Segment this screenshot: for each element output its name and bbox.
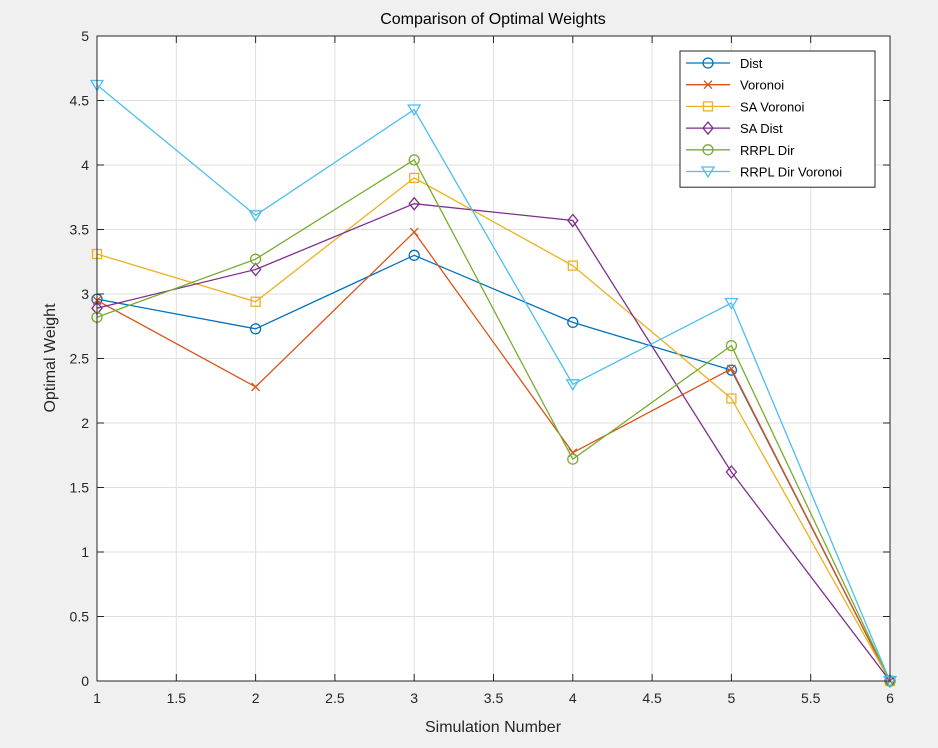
data-point [725,364,738,376]
data-point [567,316,579,329]
legend-box [679,50,876,188]
series-line [96,84,891,682]
data-point [408,154,420,166]
x-tick-label: 2 [252,690,260,706]
x-tick-label: 1 [93,690,101,706]
legend-label: Voronoi [740,78,784,93]
x-tick-label: 1.5 [167,690,187,706]
data-point [250,296,261,307]
y-axis-label: Optimal Weight [42,303,59,413]
legend-marker [702,144,714,156]
y-tick-label: 1.5 [70,480,90,496]
y-tick-label: 0 [81,673,89,689]
legend-marker [702,121,714,136]
data-point [726,393,737,404]
data-point [409,227,419,237]
legend-item: Voronoi [686,78,784,93]
x-tick-label: 2.5 [325,690,345,706]
x-tick-label: 6 [886,690,894,706]
y-tick-label: 2.5 [70,351,90,367]
data-point [251,382,261,392]
data-point [409,172,420,184]
data-point [566,213,579,228]
data-point [725,339,738,352]
data-point [567,260,578,271]
series-line [96,158,891,682]
data-point [408,249,420,261]
data-point [725,465,738,480]
series-line [96,203,891,682]
legend-item: RRPL Dir Voronoi [686,165,842,180]
legend-item: Dist [686,56,763,71]
y-tick-label: 3.5 [70,222,90,238]
y-tick-label: 0.5 [70,609,90,625]
legend-label: SA Voronoi [740,99,804,114]
chart-title: Comparison of Optimal Weights [380,11,606,28]
x-tick-label: 4.5 [642,690,662,706]
legend: Dist Voronoi SA Voronoi SA Dist RRPL Dir RRPL… [679,50,876,188]
y-tick-label: 2 [81,415,89,431]
legend-marker [700,166,716,179]
x-tick-label: 5.5 [801,690,821,706]
data-point [249,323,262,335]
x-tick-label: 3 [410,690,418,706]
data-point [249,253,262,265]
series-line [96,177,891,682]
data-point [567,453,579,465]
x-tick-label: 5 [728,690,736,706]
data-point [408,196,421,211]
data-point [248,210,263,223]
y-tick-label: 4 [81,157,89,173]
axis-ticks: 1 1.5 2 2.5 3 3.5 4 4.5 5 5.5 6 0 0.5 1 1.5 2 2.5 3 3.5 4 4.… [70,28,895,706]
data-point [565,379,580,392]
legend-marker [702,101,714,112]
legend-marker [702,57,714,69]
y-tick-label: 1 [81,544,89,560]
data-point [249,262,262,277]
y-tick-label: 4.5 [70,93,90,109]
x-tick-label: 3.5 [484,690,504,706]
legend-item: RRPL Dir [686,143,795,158]
legend-label: Dist [740,56,763,71]
x-axis-label: Simulation Number [425,719,562,736]
legend-label: SA Dist [740,121,783,136]
legend-item: SA Voronoi [686,99,804,114]
legend-marker [703,80,713,90]
y-tick-label: 5 [81,28,89,44]
legend-label: RRPL Dir [740,143,795,158]
legend-item: SA Dist [686,121,783,136]
data-point [407,104,422,117]
data-point [726,364,736,374]
y-tick-label: 3 [81,286,89,302]
series-line [96,231,891,682]
data-point [724,297,739,310]
x-tick-label: 4 [569,690,577,706]
legend-label: RRPL Dir Voronoi [740,165,842,180]
